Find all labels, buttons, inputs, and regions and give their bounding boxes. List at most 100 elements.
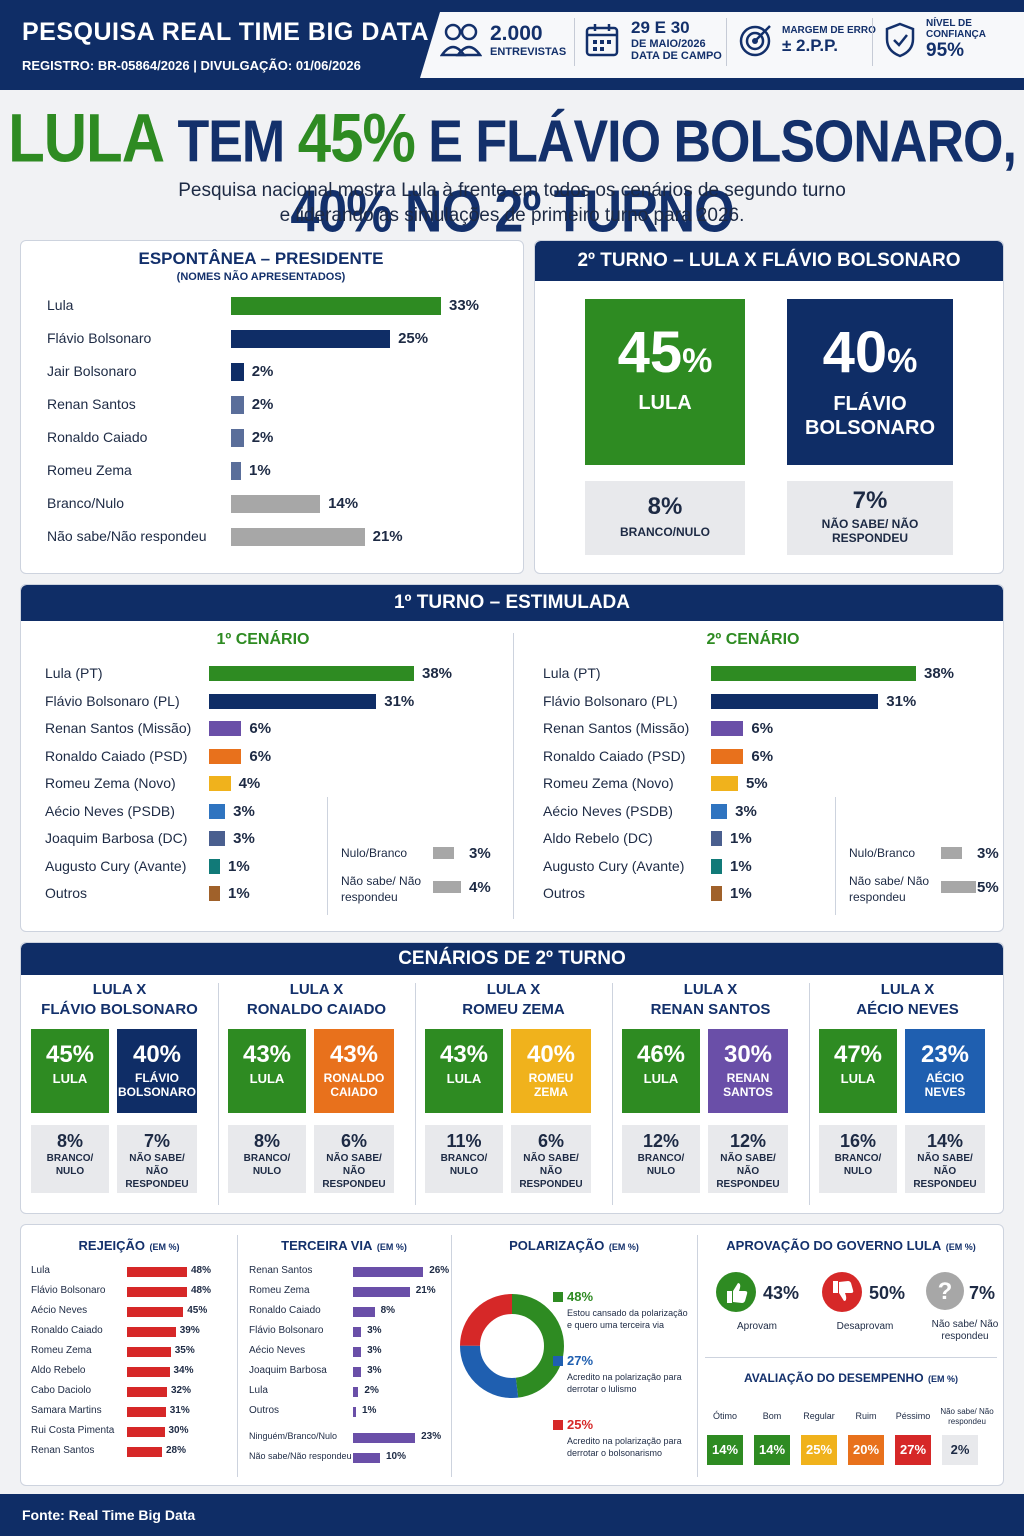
scenario-lula-box: 43% LULA bbox=[228, 1029, 306, 1113]
scenario-title1: LULA X bbox=[683, 981, 738, 998]
scenario-title1: LULA X bbox=[289, 981, 344, 998]
thumbs-down-icon bbox=[821, 1271, 863, 1318]
first-round-extra-bar bbox=[433, 881, 461, 893]
third-way-bar bbox=[353, 1453, 380, 1463]
first-round-label: Augusto Cury (Avante) bbox=[45, 857, 187, 874]
first-round-bar bbox=[711, 886, 722, 901]
first-round-label: Flávio Bolsonaro (PL) bbox=[543, 692, 678, 709]
first-round-extra-label: Nulo/Branco bbox=[849, 846, 916, 860]
first-round-extra-bar bbox=[941, 847, 962, 859]
scenario-unsure-box: 6% NÃO SABE/ NÃO RESPONDEU bbox=[314, 1125, 394, 1193]
first-round-bar bbox=[711, 831, 722, 846]
rejection-label: Flávio Bolsonaro bbox=[31, 1285, 106, 1296]
first-round-label: Renan Santos (Missão) bbox=[45, 720, 192, 736]
scenario-blank-pct: 11% bbox=[446, 1131, 482, 1151]
first-round-bar bbox=[209, 721, 242, 736]
rejection-bar bbox=[127, 1427, 165, 1437]
scenario-lula-name: LULA bbox=[249, 1071, 285, 1086]
scenario-blank-pct: 8% bbox=[56, 1131, 83, 1151]
scenario-opponent-name: ROMEU ZEMA bbox=[528, 1071, 574, 1099]
spontaneous-label: Lula bbox=[47, 297, 74, 313]
first-round-value: 31% bbox=[384, 692, 415, 710]
first-round-value: 1% bbox=[730, 857, 752, 875]
scenario-unsure-pct: 6% bbox=[537, 1131, 564, 1151]
first-round-value: 6% bbox=[751, 747, 774, 765]
scenario-opponent-name: AÉCIO NEVES bbox=[924, 1071, 966, 1099]
spontaneous-bar bbox=[231, 396, 244, 414]
disapprove-label: Desaprovam bbox=[836, 1321, 894, 1332]
scenario-title2: FLÁVIO BOLSONARO bbox=[41, 1001, 198, 1018]
performance-value: 25% bbox=[801, 1435, 837, 1465]
approval-unit: (EM %) bbox=[945, 1242, 976, 1252]
thumbs-up-icon bbox=[715, 1271, 757, 1318]
rejection-bar bbox=[127, 1327, 176, 1337]
polarization-text: Acredito na polarização para derrotar o … bbox=[567, 1436, 682, 1458]
scenario-lula-box: 46% LULA bbox=[622, 1029, 700, 1113]
third-way-label: Não sabe/Não respondeu bbox=[249, 1451, 352, 1461]
rejection-title: REJEIÇÃO (EM %) bbox=[21, 1237, 237, 1255]
performance-title-text: AVALIAÇÃO DO DESEMPENHO bbox=[743, 1371, 924, 1385]
rejection-value: 35% bbox=[174, 1345, 195, 1356]
scenario-lula-pct: 43% bbox=[242, 1041, 292, 1068]
flavio-runoff-value: 40 bbox=[822, 320, 888, 385]
third-way-label: Aécio Neves bbox=[249, 1345, 306, 1356]
subheadline: Pesquisa nacional mostra Lula à frente e… bbox=[0, 178, 1024, 228]
spontaneous-bar bbox=[231, 528, 365, 546]
scenario-opponent-box: 30% RENAN SANTOS bbox=[708, 1029, 788, 1113]
third-way-title: TERCEIRA VIA (EM %) bbox=[237, 1237, 451, 1255]
spontaneous-panel: ESPONTÂNEA – PRESIDENTE (NOMES NÃO APRES… bbox=[20, 240, 524, 574]
scenario-opponent-pct: 43% bbox=[329, 1041, 379, 1068]
spontaneous-value: 21% bbox=[372, 528, 403, 545]
rejection-label: Cabo Daciolo bbox=[31, 1385, 92, 1396]
dates-value: 29 E 30 bbox=[631, 18, 690, 37]
performance-value: 27% bbox=[895, 1435, 931, 1465]
scenario-title1: LULA X bbox=[486, 981, 541, 998]
header-left: PESQUISA REAL TIME BIG DATA REGISTRO: BR… bbox=[0, 0, 440, 90]
third-way-label: Ronaldo Caiado bbox=[249, 1305, 321, 1316]
shield-check-icon bbox=[885, 22, 915, 58]
rejection-label: Aldo Rebelo bbox=[31, 1365, 86, 1376]
divider bbox=[237, 1235, 238, 1477]
scenario-unsure-label: NÃO SABE/ NÃO RESPONDEU bbox=[125, 1153, 189, 1190]
first-round-label: Aécio Neves (PSDB) bbox=[543, 802, 673, 819]
scenario-opponent-box: 40% ROMEU ZEMA bbox=[511, 1029, 591, 1113]
runoff-blank-label: BRANCO/NULO bbox=[620, 525, 710, 539]
first-round-extra-label: Não sabe/ Não respondeu bbox=[341, 874, 422, 904]
spontaneous-label: Branco/Nulo bbox=[47, 495, 125, 511]
polarization-swatch bbox=[553, 1292, 563, 1302]
performance-label: Ótimo bbox=[712, 1411, 737, 1421]
subheadline-line1: Pesquisa nacional mostra Lula à frente e… bbox=[178, 180, 846, 201]
first-round-label: Outros bbox=[45, 885, 88, 901]
margin-value: ± 2.P.P. bbox=[782, 35, 838, 55]
first-round-extra-value: 4% bbox=[469, 879, 491, 896]
runoff-unsure-box: 7% NÃO SABE/ NÃO RESPONDEU bbox=[787, 481, 953, 555]
scenario-lula-pct: 46% bbox=[636, 1041, 686, 1068]
rejection-bar bbox=[127, 1447, 162, 1457]
first-round-label: Lula (PT) bbox=[45, 665, 103, 681]
third-way-value: 21% bbox=[415, 1285, 436, 1296]
bottom-panel: REJEIÇÃO (EM %) Lula 48% Flávio Bolsonaro 4… bbox=[20, 1224, 1004, 1486]
third-way-unit: (EM %) bbox=[376, 1242, 407, 1252]
first-round-value: 38% bbox=[422, 665, 453, 682]
rejection-label: Aécio Neves bbox=[31, 1305, 88, 1316]
first-round-value: 5% bbox=[745, 775, 768, 792]
people-icon bbox=[440, 23, 482, 57]
confidence-stat: NÍVEL DE CONFIANÇA 95% bbox=[884, 12, 1024, 68]
third-way-bar bbox=[353, 1267, 424, 1277]
first-round-extra-label: Não sabe/ Não respondeu bbox=[849, 874, 930, 904]
calendar-icon bbox=[585, 24, 619, 57]
rejection-value: 34% bbox=[173, 1365, 194, 1376]
lula-runoff-box: 45% LULA bbox=[585, 299, 745, 465]
rejection-bar bbox=[127, 1387, 167, 1397]
scenario-blank-label: BRANCO/ NULO bbox=[440, 1153, 488, 1177]
scenario-blank-box: 8% BRANCO/ NULO bbox=[31, 1125, 109, 1193]
first-round-bar bbox=[711, 803, 728, 819]
polarization-swatch bbox=[553, 1356, 563, 1366]
third-way-bar bbox=[353, 1407, 356, 1417]
approve-label: Aprovam bbox=[736, 1321, 777, 1332]
headline: LULA TEM 45% E FLÁVIO BOLSONARO, 40% NO … bbox=[0, 98, 1024, 246]
polarization-title: POLARIZAÇÃO (EM %) bbox=[451, 1237, 697, 1255]
first-round-value: 6% bbox=[249, 720, 272, 737]
unsure-value: 7% bbox=[969, 1283, 996, 1303]
divider bbox=[705, 1357, 997, 1358]
